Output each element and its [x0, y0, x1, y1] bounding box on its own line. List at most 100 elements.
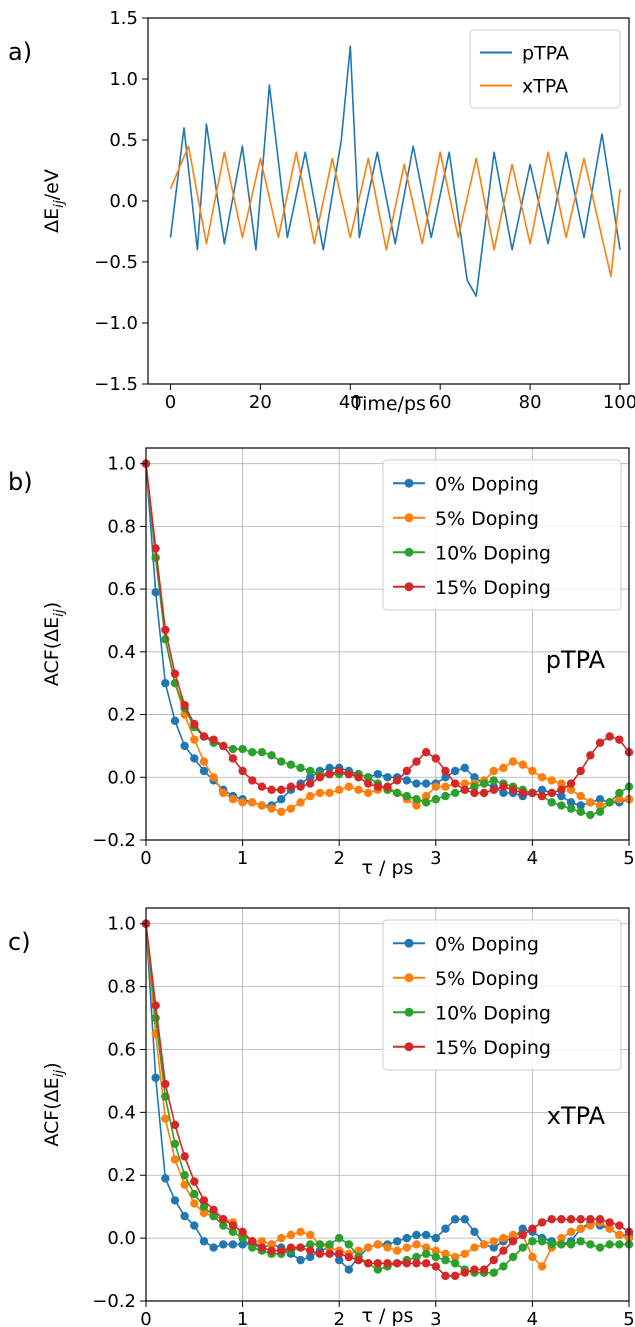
data-point: [267, 1246, 276, 1255]
data-point: [286, 1243, 296, 1252]
data-point: [450, 1252, 460, 1262]
data-point: [277, 785, 286, 795]
y-tick-label: −0.5: [94, 252, 138, 273]
data-point: [306, 1240, 315, 1249]
data-point: [354, 785, 363, 795]
data-point: [190, 1189, 199, 1199]
data-point: [335, 1255, 344, 1265]
data-point: [431, 1262, 440, 1271]
data-point: [306, 791, 315, 801]
data-point: [306, 1246, 315, 1255]
data-point: [180, 1211, 189, 1221]
data-point: [537, 773, 547, 782]
data-point: [576, 807, 585, 816]
data-point: [595, 1215, 605, 1224]
data-point: [528, 766, 537, 776]
data-point: [286, 1230, 296, 1240]
data-point: [402, 1259, 412, 1268]
data-point: [373, 1265, 383, 1274]
data-point: [277, 1246, 286, 1255]
y-tick-label: 0.8: [107, 977, 136, 998]
data-point: [566, 798, 576, 807]
data-point: [547, 788, 556, 798]
data-point: [335, 785, 344, 795]
data-point: [363, 1259, 373, 1268]
data-point: [421, 798, 431, 807]
data-point: [479, 1265, 489, 1274]
data-point: [489, 766, 498, 776]
legend-label: xTPA: [522, 76, 568, 98]
data-point: [566, 804, 576, 813]
panel-label: b): [8, 468, 33, 496]
x-tick-label: 1: [237, 1309, 248, 1327]
data-point: [470, 1243, 479, 1252]
data-point: [238, 1227, 247, 1237]
data-point: [335, 766, 344, 776]
data-point: [576, 801, 585, 810]
data-point: [170, 1155, 180, 1164]
data-point: [344, 782, 354, 791]
data-point: [248, 747, 257, 757]
data-point: [537, 1262, 547, 1271]
data-point: [566, 1240, 576, 1249]
data-point: [344, 1240, 354, 1249]
data-point: [344, 769, 354, 779]
data-point: [421, 1249, 431, 1259]
data-point: [277, 757, 286, 766]
y-tick-label: −1.5: [94, 374, 138, 395]
data-point: [325, 788, 334, 798]
data-point: [228, 1221, 238, 1230]
data-point: [161, 625, 170, 635]
data-point: [373, 1240, 383, 1249]
data-point: [161, 1174, 170, 1183]
data-point: [373, 769, 383, 779]
data-point: [412, 779, 421, 788]
legend-marker: [404, 1007, 414, 1017]
data-point: [528, 1224, 537, 1233]
data-point: [180, 700, 189, 710]
data-point: [557, 1233, 566, 1243]
legend-label: 5% Doping: [435, 968, 539, 990]
data-point: [518, 1224, 527, 1233]
data-point: [566, 779, 576, 788]
legend-marker: [404, 582, 414, 592]
data-point: [248, 776, 257, 785]
data-point: [392, 776, 402, 785]
y-axis-label: ΔEij/eV: [41, 169, 67, 233]
data-point: [228, 1227, 238, 1237]
data-point: [344, 1265, 354, 1274]
data-point: [489, 776, 498, 785]
data-point: [190, 1199, 199, 1208]
data-point: [441, 1271, 450, 1281]
data-point: [238, 766, 247, 776]
data-point: [219, 1240, 228, 1249]
data-point: [450, 788, 460, 798]
data-point: [412, 801, 421, 810]
data-point: [248, 798, 257, 807]
data-point: [151, 544, 160, 553]
data-point: [605, 1218, 614, 1227]
x-tick-label: 4: [527, 848, 538, 869]
x-tick-label: 0: [140, 848, 151, 869]
y-tick-label: 0.0: [107, 767, 136, 788]
data-point: [441, 782, 450, 791]
data-point: [586, 1240, 595, 1249]
data-point: [228, 1240, 238, 1249]
data-point: [595, 1243, 605, 1252]
data-point: [586, 1215, 595, 1224]
x-axis-label: τ / ps: [362, 1305, 414, 1327]
data-point: [228, 744, 238, 754]
data-point: [296, 798, 305, 807]
data-point: [315, 788, 325, 798]
data-point: [180, 741, 189, 751]
data-point: [537, 785, 547, 795]
data-point: [479, 1240, 489, 1249]
x-axis-label: τ / ps: [362, 857, 414, 879]
data-point: [257, 747, 267, 757]
data-point: [518, 788, 527, 798]
annotation-label: xTPA: [547, 1102, 606, 1130]
data-point: [248, 1243, 257, 1252]
x-tick-label: 5: [623, 848, 634, 869]
data-point: [315, 1249, 325, 1259]
data-point: [373, 782, 383, 791]
